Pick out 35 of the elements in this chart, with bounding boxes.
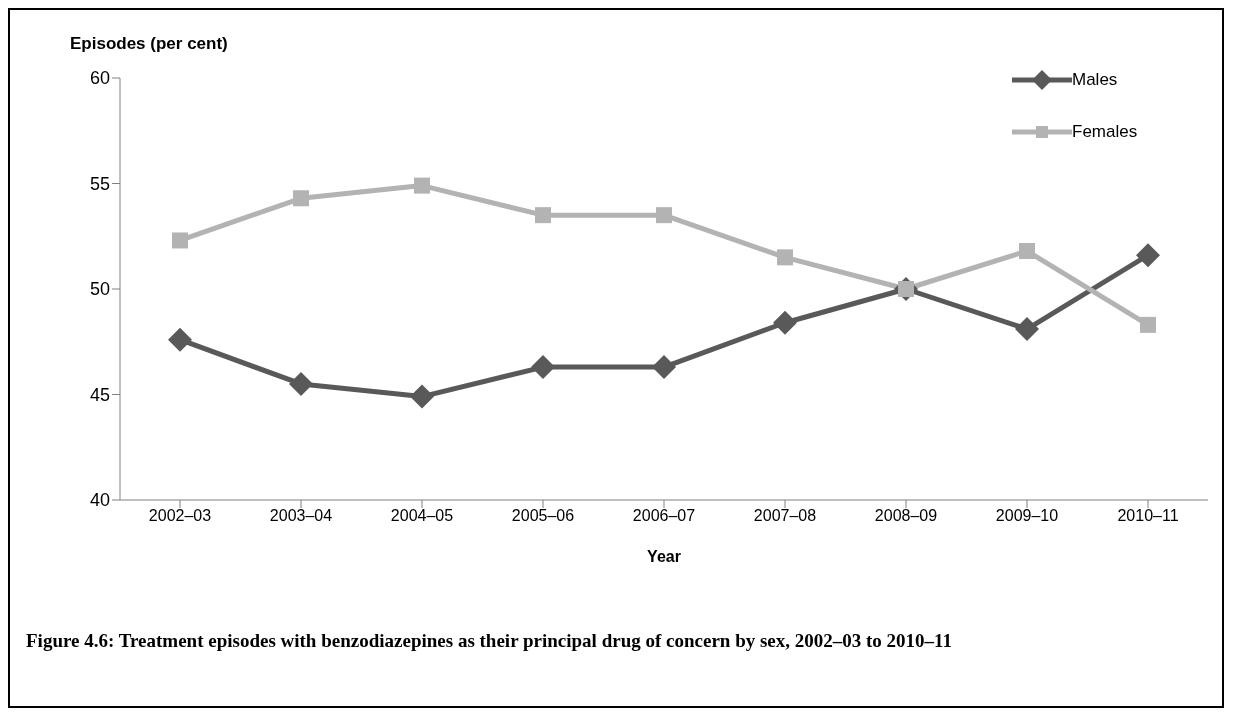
x-tick-label: 2007–08 [753, 507, 817, 525]
x-axis-title: Year [647, 548, 681, 565]
y-tick-label: 40 [89, 490, 110, 511]
point [410, 384, 434, 409]
y-tick-label: 60 [89, 68, 110, 89]
point [656, 207, 672, 224]
y-tick-label: 55 [89, 173, 110, 194]
point [531, 355, 555, 380]
x-tick-label: 2005–06 [511, 507, 575, 525]
point [777, 249, 793, 266]
point [172, 232, 188, 249]
point [1015, 317, 1039, 342]
point [289, 371, 313, 396]
point [652, 355, 676, 380]
point [1140, 316, 1156, 333]
x-tick-label: 2004–05 [390, 507, 454, 525]
x-tick-label: 2002–03 [148, 507, 212, 525]
x-tick-label: 2008–09 [874, 507, 938, 525]
legend-label: Males [1072, 70, 1118, 90]
x-tick-label: 2006–07 [632, 507, 696, 525]
y-axis-title: Episodes (per cent) [70, 34, 228, 54]
y-tick-label: 45 [89, 384, 110, 405]
point [414, 177, 430, 194]
point [1019, 243, 1035, 260]
point [1136, 243, 1160, 268]
point [535, 207, 551, 224]
legend-label: Females [1072, 122, 1138, 142]
x-tick-label: 2010–11 [1117, 507, 1179, 525]
x-tick-label: 2003–04 [269, 507, 333, 525]
y-tick-label: 50 [89, 279, 110, 300]
point [293, 190, 309, 207]
x-tick-label: 2009–10 [995, 507, 1059, 525]
point [773, 310, 797, 335]
text: Figure 4.6: Treatment episodes with benzodiazepines as their principal drug of concern by sex, 2002–03 to 2010–11 [26, 630, 954, 652]
point [168, 327, 192, 352]
